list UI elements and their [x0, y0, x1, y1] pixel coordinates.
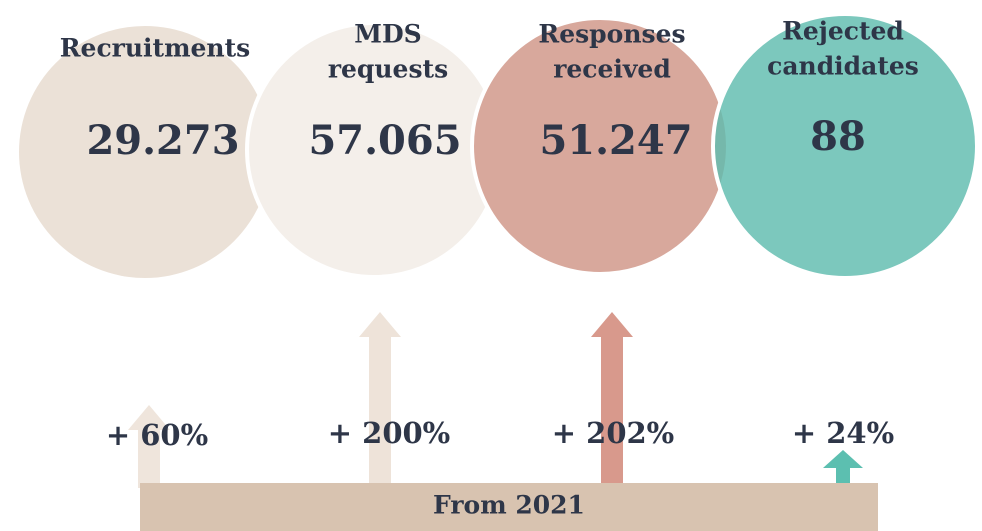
circle-label: requests	[328, 55, 448, 84]
circle-label: Recruitments	[60, 34, 250, 63]
footer-bar	[140, 483, 878, 531]
change: + 60%	[106, 418, 208, 452]
circle-label: Rejected	[782, 17, 904, 46]
change: + 24%	[792, 416, 894, 450]
arrow	[359, 312, 401, 485]
circle-value: 88	[810, 113, 866, 160]
circle-label: Responses	[538, 20, 685, 49]
change: + 200%	[328, 416, 451, 450]
circle-label: MDS	[354, 20, 421, 49]
arrow	[591, 312, 633, 485]
arrow	[128, 405, 170, 488]
circle-label: candidates	[767, 52, 919, 81]
change: + 202%	[552, 416, 675, 450]
circle	[711, 12, 979, 280]
arrow	[823, 450, 863, 486]
circle-value: 29.273	[86, 117, 239, 164]
circle-value: 51.247	[539, 117, 692, 164]
footer: From 2021	[433, 491, 585, 520]
circle-value: 57.065	[308, 117, 461, 164]
circle-label: received	[553, 55, 671, 84]
circle	[19, 26, 271, 278]
